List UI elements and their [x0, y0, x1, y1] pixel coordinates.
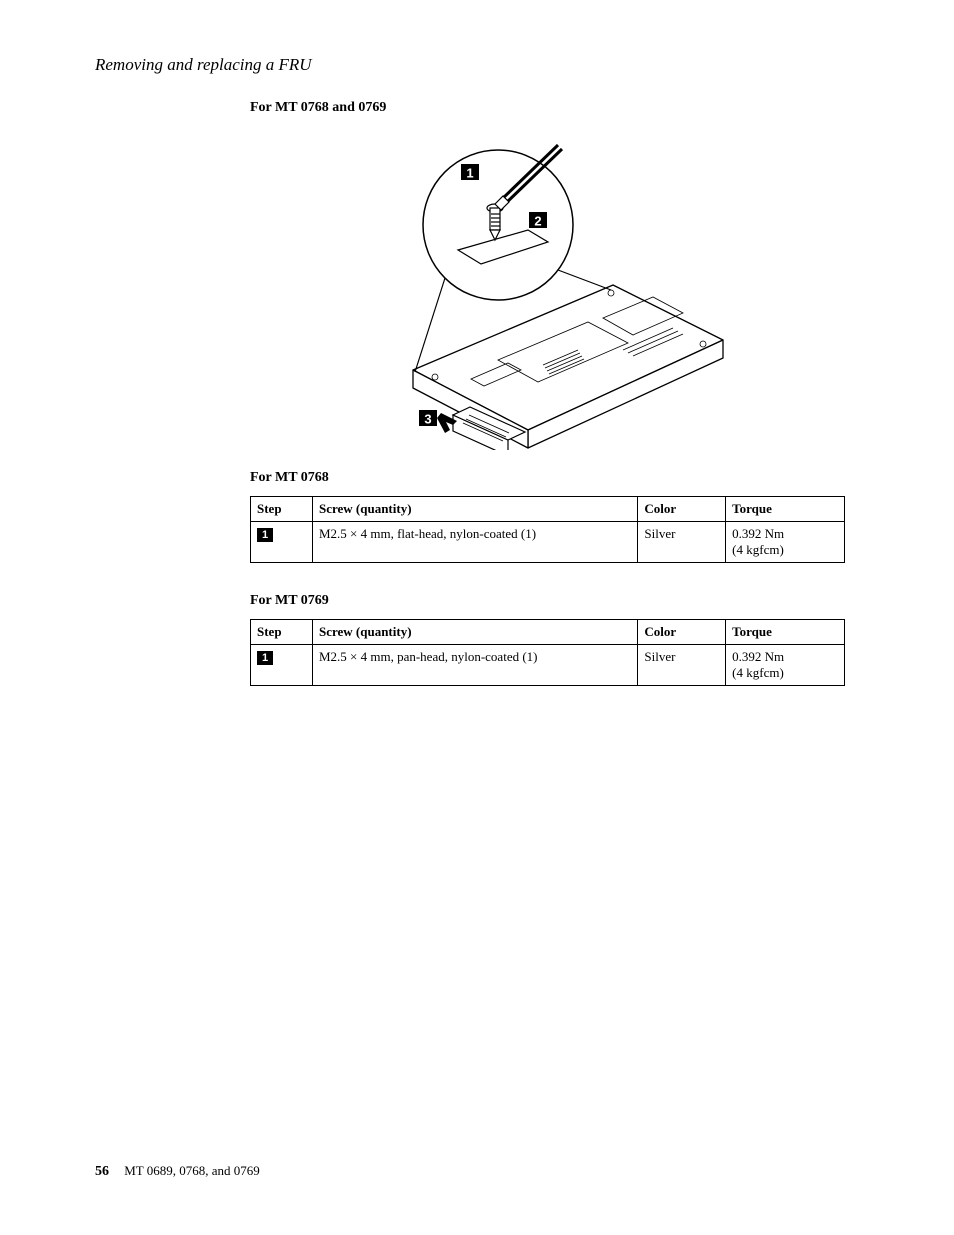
- table-row: 1 M2.5 × 4 mm, pan-head, nylon-coated (1…: [251, 645, 845, 686]
- col-step: Step: [251, 620, 313, 645]
- svg-text:1: 1: [466, 166, 473, 181]
- cell-step: 1: [251, 522, 313, 563]
- col-screw: Screw (quantity): [312, 620, 637, 645]
- svg-text:3: 3: [424, 412, 431, 427]
- page-footer: 56 MT 0689, 0768, and 0769: [95, 1163, 260, 1180]
- table-mt0769: Step Screw (quantity) Color Torque 1 M2.…: [250, 619, 845, 686]
- diagram-figure: 1 2 3: [353, 130, 743, 450]
- table-mt0768: Step Screw (quantity) Color Torque 1 M2.…: [250, 496, 845, 563]
- callout-3: 3: [419, 410, 437, 427]
- footer-text: MT 0689, 0768, and 0769: [124, 1163, 260, 1178]
- running-head: Removing and replacing a FRU: [95, 55, 859, 75]
- page-number: 56: [95, 1164, 109, 1179]
- col-screw: Screw (quantity): [312, 497, 637, 522]
- callout-2: 2: [529, 212, 547, 229]
- col-torque: Torque: [726, 497, 845, 522]
- svg-text:2: 2: [534, 214, 541, 229]
- table-row: 1 M2.5 × 4 mm, flat-head, nylon-coated (…: [251, 522, 845, 563]
- col-step: Step: [251, 497, 313, 522]
- cell-torque: 0.392 Nm (4 kgfcm): [726, 522, 845, 563]
- cell-torque: 0.392 Nm (4 kgfcm): [726, 645, 845, 686]
- step-badge: 1: [257, 651, 273, 665]
- callout-1: 1: [461, 164, 479, 181]
- cell-screw: M2.5 × 4 mm, flat-head, nylon-coated (1): [312, 522, 637, 563]
- table-header-row: Step Screw (quantity) Color Torque: [251, 620, 845, 645]
- cell-screw: M2.5 × 4 mm, pan-head, nylon-coated (1): [312, 645, 637, 686]
- col-torque: Torque: [726, 620, 845, 645]
- table1-title: For MT 0768: [250, 470, 845, 486]
- main-heading: For MT 0768 and 0769: [250, 100, 845, 116]
- cell-color: Silver: [638, 522, 726, 563]
- table-header-row: Step Screw (quantity) Color Torque: [251, 497, 845, 522]
- col-color: Color: [638, 497, 726, 522]
- step-badge: 1: [257, 528, 273, 542]
- table2-title: For MT 0769: [250, 593, 845, 609]
- cell-step: 1: [251, 645, 313, 686]
- col-color: Color: [638, 620, 726, 645]
- cell-color: Silver: [638, 645, 726, 686]
